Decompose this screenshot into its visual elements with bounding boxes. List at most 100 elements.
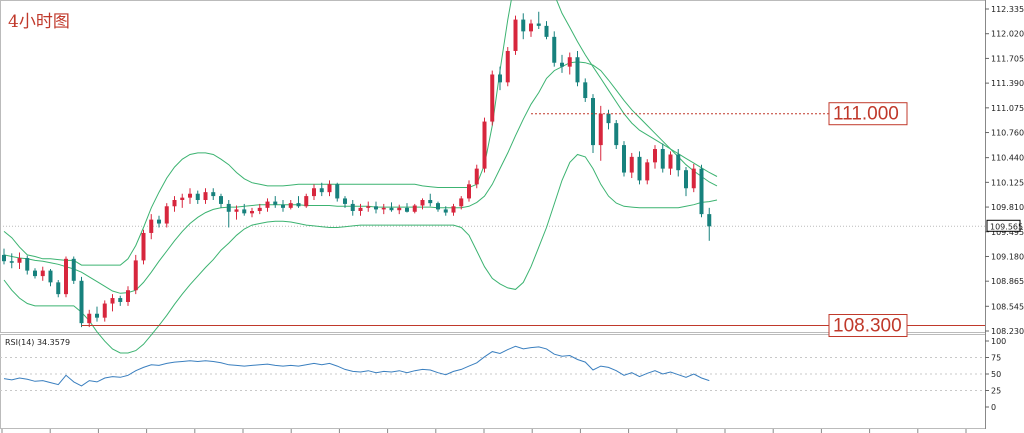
candle-up [87, 313, 92, 324]
candle-down [33, 270, 37, 277]
bollinger-upper-line [3, 0, 718, 266]
candle-down [622, 145, 626, 173]
candle-down [48, 270, 53, 283]
candle-down [436, 203, 440, 210]
candle-up [513, 19, 518, 51]
candle-up [459, 198, 464, 207]
price-axis-label: 111.705 [991, 54, 1024, 63]
bollinger-middle-line [3, 61, 718, 294]
candle-down [281, 204, 285, 208]
candle-down [157, 219, 161, 224]
candle-down [428, 200, 433, 204]
candle-up [172, 200, 177, 207]
candle-down [211, 192, 216, 197]
candle-up [250, 210, 254, 214]
candle-down [71, 258, 76, 281]
candle-down [242, 209, 247, 214]
candle-up [482, 121, 487, 169]
candle-down [2, 254, 6, 262]
candle-down [335, 184, 340, 199]
rsi-panel-frame [0, 334, 986, 429]
rsi-axis-label: 50 [991, 370, 1001, 379]
rsi-line [3, 345, 710, 387]
candle-up [257, 207, 262, 211]
candle-up [265, 201, 270, 208]
candle-down [498, 74, 502, 83]
price-axis-label: 112.335 [991, 5, 1024, 14]
candle-down [637, 156, 642, 181]
candle-up [203, 192, 208, 201]
candle-up [110, 298, 115, 304]
chart-title: 4小时图 [8, 12, 70, 32]
candle-down [699, 168, 704, 215]
candle-up [567, 57, 572, 67]
price-panel-frame [0, 0, 986, 333]
price-levels: 111.000 108.300 [81, 102, 985, 338]
candle-up [304, 196, 309, 207]
candle-down [226, 203, 231, 212]
bollinger-lower-line [3, 153, 718, 354]
level-label: 111.000 [833, 104, 899, 125]
candle-up [149, 219, 154, 233]
candle-down [374, 206, 378, 210]
price-axis-label: 108.230 [991, 327, 1024, 336]
candle-up [102, 303, 107, 318]
candle-down [583, 82, 588, 99]
candle-down [536, 23, 541, 26]
candle-up [653, 149, 657, 163]
candle-up [234, 209, 239, 212]
price-axis-label: 110.440 [991, 154, 1024, 163]
candle-down [273, 201, 278, 205]
candle-up [420, 200, 425, 206]
level-box [828, 102, 908, 126]
candle-up [133, 260, 138, 291]
price-axis-label: 108.865 [991, 277, 1024, 286]
rsi-axis-label: 25 [991, 387, 1001, 396]
candle-down [660, 149, 665, 169]
candle-down [319, 188, 324, 193]
candle-up [474, 168, 479, 185]
price-axis-label: 112.020 [991, 30, 1024, 39]
candle-up [164, 206, 169, 224]
candle-down [544, 25, 549, 37]
candle-up [397, 207, 402, 211]
candle-up [451, 206, 456, 213]
candle-down [606, 113, 611, 124]
candles [2, 11, 712, 328]
price-axis-label: 109.810 [991, 203, 1024, 212]
rsi-axis-label: 0 [991, 403, 996, 412]
candle-up [366, 206, 371, 208]
candle-down [195, 193, 200, 201]
candle-up [358, 207, 363, 211]
candle-down [560, 62, 564, 67]
price-axis-label: 109.180 [991, 252, 1024, 261]
candle-up [327, 184, 332, 193]
candle-up [529, 23, 533, 32]
candle-up [17, 258, 22, 263]
candle-down [521, 19, 526, 32]
candle-up [490, 74, 495, 122]
price-axis: 112.335 112.020 111.705 111.390 111.075 110.7… [985, 5, 1024, 336]
candle-up [629, 156, 634, 173]
candle-up [180, 197, 185, 201]
time-axis-ticks [1, 429, 967, 433]
candle-up [188, 193, 192, 198]
rsi-label: RSI(14) 34.3579 [5, 338, 70, 347]
candle-down [389, 207, 394, 211]
candle-down [676, 154, 681, 171]
price-axis-label: 110.125 [991, 178, 1024, 187]
candle-down [707, 214, 712, 227]
candle-down [405, 207, 409, 212]
candle-down [350, 203, 355, 211]
candle-up [691, 168, 696, 189]
candle-up [467, 184, 471, 199]
candle-down [25, 258, 30, 271]
candle-down [591, 98, 595, 146]
candle-down [614, 123, 619, 146]
candle-up [598, 113, 603, 146]
price-axis-label: 109.495 [991, 228, 1024, 237]
current-price-label: 109.565 [990, 222, 1023, 231]
current-price-box [986, 219, 1021, 232]
candle-up [645, 162, 650, 181]
rsi-axis-label: 100 [991, 337, 1006, 346]
